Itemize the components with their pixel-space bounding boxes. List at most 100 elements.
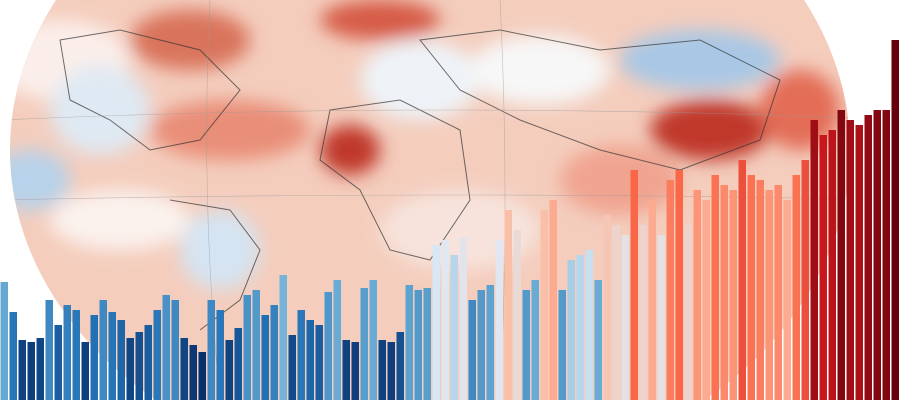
bar <box>531 280 539 400</box>
bar <box>351 342 359 400</box>
bar <box>846 120 854 400</box>
bar <box>9 312 17 400</box>
bar <box>603 215 611 400</box>
bar <box>729 190 737 400</box>
bar <box>891 40 899 400</box>
bar <box>459 238 467 400</box>
bar <box>810 120 818 400</box>
bar <box>198 352 206 400</box>
bar <box>270 305 278 400</box>
bar <box>630 170 638 400</box>
bar <box>108 312 116 400</box>
bar <box>504 210 512 400</box>
bar <box>738 160 746 400</box>
bar <box>144 325 152 400</box>
bar <box>882 110 890 400</box>
bar <box>135 332 143 400</box>
bar <box>117 320 125 400</box>
bar <box>423 288 431 400</box>
bar <box>414 290 422 400</box>
bar <box>855 125 863 400</box>
bar <box>828 130 836 400</box>
bar <box>36 338 44 400</box>
bar <box>90 315 98 400</box>
bar <box>288 335 296 400</box>
bar <box>306 320 314 400</box>
bar <box>99 300 107 400</box>
bar <box>711 175 719 400</box>
bar <box>171 300 179 400</box>
bar <box>837 110 845 400</box>
bar <box>801 160 809 400</box>
bar <box>279 275 287 400</box>
bar <box>576 255 584 400</box>
bar <box>207 300 215 400</box>
bar <box>666 180 674 400</box>
bar <box>657 235 665 400</box>
bar <box>180 338 188 400</box>
bar <box>675 170 683 400</box>
bar <box>297 310 305 400</box>
bar <box>549 200 557 400</box>
bar <box>243 295 251 400</box>
bar <box>495 240 503 400</box>
bar <box>45 300 53 400</box>
bar <box>648 200 656 400</box>
bar <box>486 285 494 400</box>
bar <box>747 175 755 400</box>
bar <box>432 245 440 400</box>
bar <box>324 292 332 400</box>
bar <box>126 338 134 400</box>
bar <box>558 290 566 400</box>
bar <box>315 325 323 400</box>
bar <box>468 300 476 400</box>
bar <box>450 255 458 400</box>
bar <box>81 342 89 400</box>
bar <box>774 185 782 400</box>
bar <box>54 325 62 400</box>
bar <box>27 342 35 400</box>
bar <box>378 340 386 400</box>
bar <box>819 135 827 400</box>
bar <box>477 290 485 400</box>
bar <box>261 315 269 400</box>
bar <box>189 345 197 400</box>
warming-stripes <box>0 40 899 400</box>
bar <box>369 280 377 400</box>
bar <box>342 340 350 400</box>
bar <box>396 332 404 400</box>
bar <box>387 342 395 400</box>
bar <box>792 175 800 400</box>
bar <box>513 230 521 400</box>
bar <box>684 225 692 400</box>
bar <box>0 282 8 400</box>
bar <box>252 290 260 400</box>
bar <box>639 225 647 400</box>
bar <box>522 290 530 400</box>
bar <box>702 200 710 400</box>
bar <box>594 280 602 400</box>
bar <box>693 190 701 400</box>
bar <box>405 285 413 400</box>
bar <box>585 250 593 400</box>
bar <box>162 295 170 400</box>
bar <box>360 288 368 400</box>
bar <box>441 240 449 400</box>
bar <box>18 340 26 400</box>
bar <box>234 328 242 400</box>
bar <box>72 310 80 400</box>
bar <box>225 340 233 400</box>
bar <box>873 110 881 400</box>
bar <box>756 180 764 400</box>
bar <box>540 210 548 400</box>
bar <box>63 305 71 400</box>
bar <box>567 260 575 400</box>
bar <box>720 185 728 400</box>
bar <box>612 225 620 400</box>
bar <box>765 190 773 400</box>
bar <box>153 310 161 400</box>
bar <box>621 235 629 400</box>
bar <box>216 310 224 400</box>
